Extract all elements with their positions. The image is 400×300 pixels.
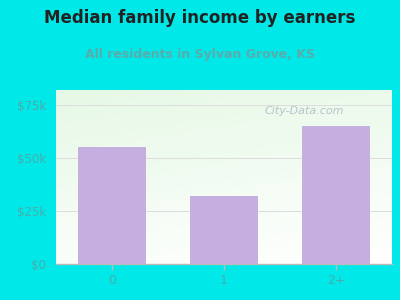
Bar [78,147,146,264]
Bar [190,196,258,264]
Text: All residents in Sylvan Grove, KS: All residents in Sylvan Grove, KS [85,48,315,61]
Text: City-Data.com: City-Data.com [264,106,344,116]
Bar [302,126,370,264]
Text: Median family income by earners: Median family income by earners [44,9,356,27]
